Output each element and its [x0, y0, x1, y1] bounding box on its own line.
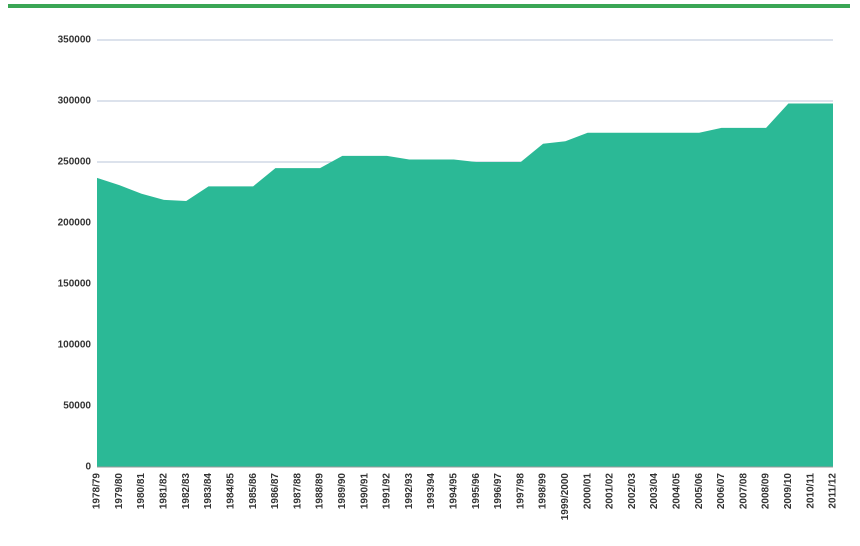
x-tick-label: 1991/92 — [382, 473, 393, 510]
x-tick-label: 2006/07 — [716, 473, 727, 510]
x-tick-label: 1996/97 — [493, 473, 504, 510]
x-tick-label: 1994/95 — [448, 473, 459, 510]
x-tick-label: 2004/05 — [672, 473, 683, 510]
x-tick-label: 1988/89 — [315, 473, 326, 510]
x-tick-label: 2002/03 — [627, 473, 638, 510]
x-tick-label: 1995/96 — [471, 473, 482, 510]
x-tick-label: 1983/84 — [203, 473, 214, 510]
x-tick-label: 1985/86 — [248, 473, 259, 510]
x-tick-label: 2007/08 — [738, 473, 749, 510]
x-tick-label: 1981/82 — [159, 473, 170, 510]
x-tick-label: 1997/98 — [515, 473, 526, 510]
x-tick-label: 2003/04 — [649, 473, 660, 510]
x-tick-label: 1990/91 — [359, 473, 370, 510]
x-tick-label: 1989/90 — [337, 473, 348, 510]
x-tick-label: 1980/81 — [136, 473, 147, 510]
y-tick-label: 350000 — [58, 35, 92, 46]
x-tick-label: 1982/83 — [181, 473, 192, 510]
y-tick-label: 250000 — [58, 157, 92, 168]
x-tick-label: 1987/88 — [292, 473, 303, 510]
y-tick-label: 50000 — [63, 401, 91, 412]
x-tick-label: 1984/85 — [225, 473, 236, 510]
x-tick-label: 2001/02 — [605, 473, 616, 510]
x-tick-label: 1979/80 — [114, 473, 125, 510]
x-tick-label: 1978/79 — [92, 473, 103, 510]
x-tick-label: 2009/10 — [783, 473, 794, 510]
x-tick-label: 1998/99 — [538, 473, 549, 510]
area — [97, 103, 833, 467]
y-tick-label: 100000 — [58, 340, 92, 351]
x-tick-label: 1999/2000 — [560, 473, 571, 521]
y-tick-label: 0 — [85, 462, 91, 473]
x-tick-label: 2011/12 — [828, 473, 839, 509]
x-tick-label: 1993/94 — [426, 473, 437, 510]
x-tick-label: 1992/93 — [404, 473, 415, 510]
y-tick-label: 300000 — [58, 96, 92, 107]
x-tick-label: 2010/11 — [805, 473, 816, 509]
x-tick-label: 2008/09 — [761, 473, 772, 510]
x-tick-label: 2005/06 — [694, 473, 705, 510]
top-rule — [8, 4, 850, 8]
y-tick-label: 200000 — [58, 218, 92, 229]
x-tick-label: 2000/01 — [582, 473, 593, 510]
x-tick-label: 1986/87 — [270, 473, 281, 510]
y-tick-label: 150000 — [58, 279, 92, 290]
